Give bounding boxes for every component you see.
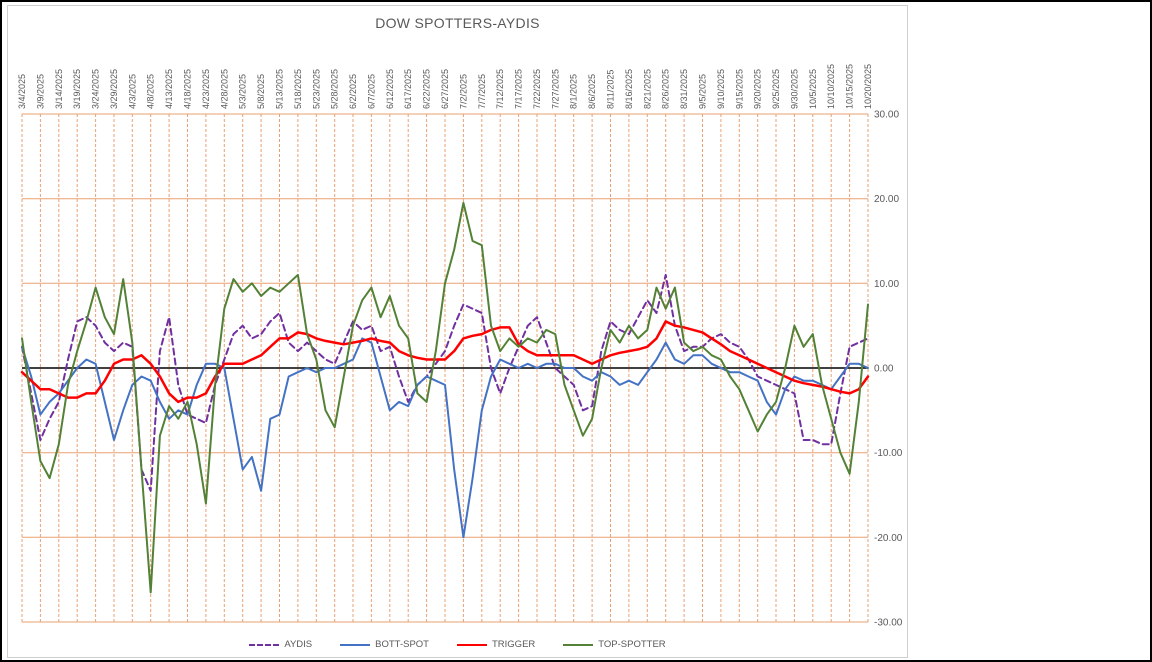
- x-tick-label: 4/23/2025: [201, 69, 211, 109]
- x-tick-label: 9/15/2025: [734, 69, 744, 109]
- chart-container[interactable]: DOW SPOTTERS-AYDIS 30.00 20.00 10.00 0.00 -1…: [7, 5, 908, 658]
- chart-legend: AYDIS BOTT-SPOT TRIGGER TOP-SPOTTER: [8, 639, 907, 650]
- x-tick-label: 9/5/2025: [698, 74, 708, 109]
- y-tick-label: 10.00: [874, 279, 899, 290]
- legend-item-bott-spot: BOTT-SPOT: [340, 639, 429, 650]
- x-tick-label: 4/8/2025: [146, 74, 156, 109]
- legend-item-trigger: TRIGGER: [456, 639, 536, 650]
- legend-line-sample-trigger: [456, 643, 487, 646]
- y-tick-label: 0.00: [874, 364, 894, 375]
- x-tick-label: 3/9/2025: [35, 74, 45, 109]
- y-tick-label: -30.00: [874, 618, 903, 629]
- x-tick-label: 6/22/2025: [422, 69, 432, 109]
- legend-label-aydis: AYDIS: [284, 639, 313, 650]
- legend-label-top-spotter: TOP-SPOTTER: [598, 639, 666, 650]
- x-tick-label: 4/3/2025: [127, 74, 137, 109]
- x-tick-label: 8/6/2025: [587, 74, 597, 109]
- x-tick-label: 10/20/2025: [863, 64, 873, 109]
- x-tick-label: 6/17/2025: [403, 69, 413, 109]
- x-tick-label: 5/28/2025: [330, 69, 340, 109]
- x-tick-label: 3/24/2025: [91, 69, 101, 109]
- x-tick-label: 8/21/2025: [642, 69, 652, 109]
- chart-plot: 30.00 20.00 10.00 0.00 -10.00 -20.00 -30.00 3/4…: [17, 64, 903, 629]
- series-line-trigger: [20, 320, 870, 404]
- chart-title: DOW SPOTTERS-AYDIS: [375, 15, 540, 31]
- x-tick-label: 7/12/2025: [495, 69, 505, 109]
- x-tick-label: 10/5/2025: [808, 69, 818, 109]
- legend-item-aydis: AYDIS: [249, 639, 312, 650]
- x-tick-label: 7/17/2025: [514, 69, 524, 109]
- x-tick-label: 3/29/2025: [109, 69, 119, 109]
- y-tick-label: -20.00: [874, 533, 903, 544]
- y-tick-label: 30.00: [874, 110, 899, 121]
- legend-line-sample-bott-spot: [340, 643, 371, 646]
- x-tick-label: 9/20/2025: [753, 69, 763, 109]
- x-tick-label: 8/26/2025: [661, 69, 671, 109]
- legend-line-sample-top-spotter: [563, 643, 594, 646]
- x-tick-label: 8/11/2025: [606, 70, 616, 109]
- x-tick-label: 6/7/2025: [366, 74, 376, 109]
- x-tick-label: 5/13/2025: [275, 69, 285, 109]
- x-tick-label: 5/18/2025: [293, 69, 303, 109]
- x-tick-label: 5/3/2025: [238, 74, 248, 109]
- x-tick-label: 4/28/2025: [219, 69, 229, 109]
- x-tick-label: 9/30/2025: [789, 69, 799, 109]
- legend-line-sample-aydis: [249, 643, 280, 646]
- legend-label-bott-spot: BOTT-SPOT: [375, 639, 429, 650]
- x-tick-label: 6/2/2025: [348, 74, 358, 109]
- legend-item-top-spotter: TOP-SPOTTER: [563, 639, 666, 650]
- x-tick-label: 7/27/2025: [550, 69, 560, 109]
- x-tick-label: 10/15/2025: [845, 64, 855, 109]
- x-tick-label: 8/16/2025: [624, 69, 634, 109]
- x-tick-label: 5/8/2025: [256, 74, 266, 109]
- x-tick-label: 7/2/2025: [458, 74, 468, 109]
- x-tick-label: 10/10/2025: [826, 64, 836, 109]
- x-tick-label: 8/1/2025: [569, 74, 579, 109]
- y-tick-label: -10.00: [874, 448, 903, 459]
- x-tick-label: 3/14/2025: [54, 69, 64, 109]
- x-tick-label: 7/22/2025: [532, 69, 542, 109]
- x-tick-label: 7/7/2025: [477, 74, 487, 109]
- y-tick-label: 20.00: [874, 194, 899, 205]
- x-tick-label: 4/13/2025: [164, 69, 174, 109]
- series-line-top-spotter: [21, 201, 869, 594]
- x-tick-label: 3/19/2025: [72, 69, 82, 109]
- x-tick-label: 8/31/2025: [679, 69, 689, 109]
- x-tick-label: 9/10/2025: [716, 69, 726, 109]
- x-tick-label: 5/23/2025: [311, 69, 321, 109]
- x-tick-label: 9/25/2025: [771, 69, 781, 109]
- x-tick-label: 6/12/2025: [385, 69, 395, 109]
- series-line-aydis: [21, 273, 869, 492]
- x-tick-label: 3/4/2025: [17, 74, 27, 109]
- legend-label-trigger: TRIGGER: [491, 639, 536, 650]
- x-tick-label: 6/27/2025: [440, 69, 450, 109]
- x-tick-label: 4/18/2025: [183, 69, 193, 109]
